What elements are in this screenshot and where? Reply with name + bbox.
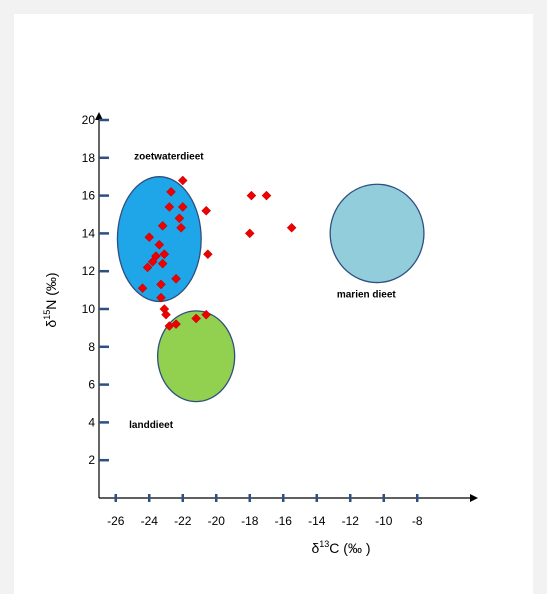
y-tick-label: 12 [82, 264, 96, 278]
data-point [157, 220, 168, 231]
data-point [176, 222, 186, 233]
y-tick-label: 14 [82, 226, 96, 240]
y-tick-label: 18 [82, 151, 96, 165]
y-axis-title-prefix: δ [43, 320, 59, 328]
region-ellipse-2 [156, 310, 236, 403]
x-tick-label: -16 [275, 514, 293, 528]
data-point [171, 319, 181, 329]
data-point [261, 190, 272, 201]
region-label-1: zoetwaterdieet [134, 152, 204, 163]
x-tick-label: -18 [241, 514, 259, 528]
data-point [201, 309, 212, 320]
y-tick-label: 2 [88, 453, 95, 467]
data-point [137, 283, 148, 294]
data-point [144, 232, 155, 243]
y-axis-title-main: N (‰) [43, 272, 59, 309]
data-point [244, 228, 255, 239]
x-tick-label: -10 [375, 514, 393, 528]
region-label-3: marien dieet [337, 290, 397, 301]
data-points [137, 175, 297, 331]
x-axis-title-sup: 13 [319, 539, 329, 549]
y-tick-label: 20 [82, 113, 96, 127]
region-label-2: landdieet [129, 420, 174, 431]
x-tick-label: -20 [208, 514, 226, 528]
diet-regions [116, 176, 425, 403]
y-tick-label: 16 [82, 189, 96, 203]
x-tick-label: -14 [308, 514, 326, 528]
data-point [166, 186, 176, 197]
data-point [174, 213, 185, 224]
region-ellipse-3 [329, 183, 425, 284]
x-axis-title-main: C (‰ ) [329, 540, 370, 556]
data-point [142, 262, 153, 273]
axes [95, 112, 478, 502]
data-point [157, 258, 168, 269]
x-tick-label: -8 [412, 514, 423, 528]
y-tick-label: 10 [82, 302, 96, 316]
data-point [201, 205, 212, 216]
data-point [147, 256, 158, 267]
data-point [177, 175, 188, 186]
y-tick-label: 6 [88, 378, 95, 392]
data-point [159, 249, 170, 260]
data-point [203, 249, 213, 260]
x-axis-title: δ13C (‰ ) [311, 539, 370, 556]
y-tick-label: 4 [88, 415, 95, 429]
x-tick-label: -24 [141, 514, 159, 528]
x-axis-title-prefix: δ [311, 540, 319, 556]
data-point [161, 309, 171, 320]
axis-ticks: -26 -24 -22 -20 -18 -16 -14 -12 -10 -8 2 4 6 8 10 12 14 1… [82, 113, 423, 528]
region-labels: zoetwaterdieet landdieet marien dieet [129, 152, 396, 431]
x-tick-label: -12 [342, 514, 360, 528]
data-point [164, 202, 175, 212]
data-point [246, 190, 257, 201]
y-tick-label: 8 [88, 340, 95, 354]
x-tick-label: -22 [174, 514, 192, 528]
chart-card [14, 14, 533, 594]
data-point [177, 202, 188, 212]
data-point [154, 239, 165, 250]
y-axis-title-sup: 15 [42, 310, 52, 320]
data-point [191, 313, 202, 324]
x-tick-label: -26 [107, 514, 125, 528]
data-point [156, 279, 166, 290]
data-point [156, 292, 166, 303]
y-axis-title: δ15N (‰) [42, 272, 59, 327]
data-point [286, 222, 297, 233]
data-point [171, 273, 181, 284]
